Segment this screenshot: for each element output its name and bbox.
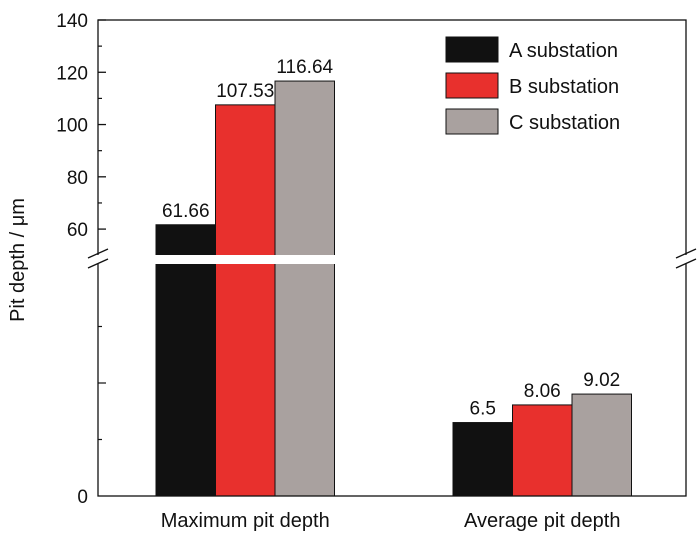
legend-swatch [445, 108, 499, 135]
y-tick-label: 60 [67, 220, 88, 241]
y-tick-label: 80 [67, 168, 88, 189]
y-tick-label: 140 [56, 11, 88, 32]
break-slash [87, 248, 109, 259]
labels-layer: 61.66 6.5 107.53 8.06 116.64 9.02 Maximum pit … [56, 11, 620, 532]
break-slash [87, 258, 109, 269]
legend-swatch [445, 72, 499, 99]
ticks-layer [98, 19, 106, 441]
data-label: 61.66 [162, 201, 210, 222]
y-tick-label: 120 [56, 63, 88, 84]
legend: A substation B substation C substation [445, 36, 620, 135]
data-label: 116.64 [276, 57, 333, 78]
axis-break [84, 248, 700, 269]
legend-swatch [445, 36, 499, 63]
legend-label: A substation [509, 40, 618, 62]
y-axis-title: Pit depth / μm [7, 198, 29, 322]
data-label: 107.53 [216, 81, 274, 102]
bar-c-substation-1 [571, 393, 632, 497]
bar-a-substation-0 [155, 224, 216, 497]
break-gap [84, 255, 700, 264]
y-tick-label: 100 [56, 116, 88, 137]
legend-label: C substation [509, 112, 620, 134]
bars-layer [155, 80, 632, 497]
bar-c-substation-0 [274, 80, 335, 497]
y-tick-label: 0 [77, 487, 88, 508]
data-label: 6.5 [470, 399, 496, 420]
data-label: 9.02 [583, 370, 620, 391]
category-label: Maximum pit depth [161, 510, 330, 532]
category-label: Average pit depth [464, 510, 620, 532]
break-slash [675, 258, 697, 269]
bar-a-substation-1 [452, 422, 513, 497]
data-label: 8.06 [524, 381, 561, 402]
legend-label: B substation [509, 76, 619, 98]
bar-b-substation-0 [215, 104, 276, 497]
bar-b-substation-1 [512, 404, 573, 497]
break-slash [675, 248, 697, 259]
